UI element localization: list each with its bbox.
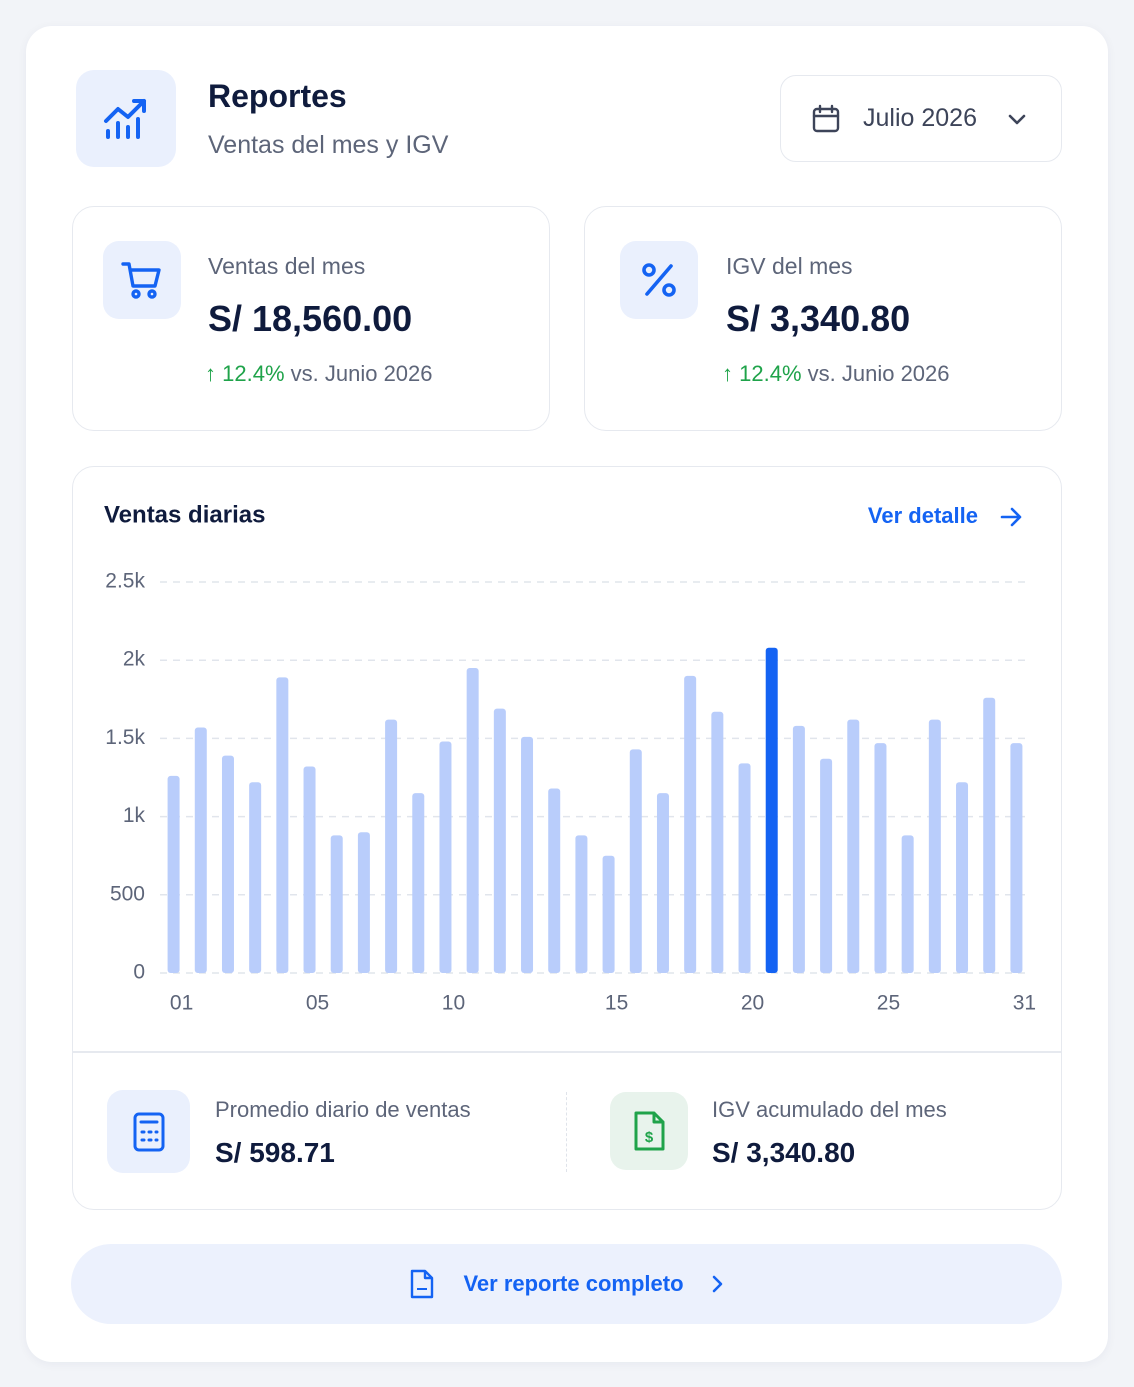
bar (956, 782, 969, 973)
report-icon (76, 70, 176, 167)
bar (711, 711, 724, 973)
button-label: Ver reporte completo (463, 1271, 684, 1296)
card-label: Ventas del mes (208, 253, 366, 279)
x-tick-label: 01 (170, 992, 193, 1015)
bar (548, 788, 561, 973)
period-select[interactable]: Julio 2026 (780, 75, 1062, 162)
card-change: ↑ 12.4% vs. Junio 2026 (205, 361, 433, 386)
bar (629, 749, 642, 973)
y-tick-label: 1.5k (105, 726, 145, 749)
card-label: IGV del mes (726, 253, 853, 279)
bar (493, 708, 506, 973)
bar (194, 727, 207, 973)
bar (575, 835, 588, 973)
bar (874, 743, 887, 973)
bar (167, 775, 180, 973)
bar (928, 719, 941, 973)
x-tick-label: 15 (605, 992, 628, 1015)
y-tick-label: 2k (123, 648, 146, 671)
x-tick-label: 05 (306, 992, 329, 1015)
y-tick-label: 500 (110, 882, 145, 905)
divider (72, 1051, 1062, 1053)
x-tick-label: 20 (741, 992, 764, 1015)
y-tick-label: 2.5k (105, 570, 145, 593)
chart-panel (72, 466, 1062, 1210)
bar (1010, 743, 1023, 973)
x-tick-label: 31 (1013, 992, 1036, 1015)
full-report-button[interactable]: Ver reporte completo (71, 1244, 1062, 1324)
bar (684, 675, 697, 973)
bar (983, 697, 996, 973)
chart: Ventas diarias Ver detalle 0 500 1k 1.5k 2k 2… (104, 501, 1036, 1015)
bar (656, 793, 669, 973)
summary-value: S/ 3,340.80 (712, 1137, 856, 1168)
bar (221, 755, 234, 973)
change-value: 12.4% (222, 361, 285, 386)
card-change: ↑ 12.4% vs. Junio 2026 (722, 361, 950, 386)
bar (602, 855, 615, 973)
percent-icon (620, 241, 698, 319)
bar (330, 835, 343, 973)
bar (385, 719, 398, 973)
y-tick-label: 0 (133, 961, 145, 984)
bar (521, 736, 534, 973)
chart-title: Ventas diarias (104, 501, 265, 528)
comparison: vs. Junio 2026 (807, 361, 950, 386)
summary-label: Promedio diario de ventas (215, 1097, 471, 1122)
bar (820, 758, 833, 973)
summary-value: S/ 598.71 (215, 1137, 335, 1168)
change-value: 12.4% (739, 361, 802, 386)
svg-text:$: $ (645, 1129, 654, 1146)
bar (792, 725, 805, 973)
bar (738, 763, 751, 973)
cart-icon (103, 241, 181, 319)
x-tick-label: 25 (877, 992, 900, 1015)
bar (901, 835, 914, 973)
summary-label: IGV acumulado del mes (712, 1097, 947, 1122)
bar (765, 647, 778, 973)
comparison: vs. Junio 2026 (290, 361, 433, 386)
bar (249, 782, 262, 973)
bar (847, 719, 860, 973)
calc-icon (107, 1090, 190, 1173)
y-tick-label: 1k (123, 804, 146, 827)
x-tick-label: 10 (442, 992, 465, 1015)
bar (412, 793, 425, 973)
bar (439, 741, 452, 973)
card-value: S/ 3,340.80 (726, 298, 911, 339)
page-title: Reportes (208, 78, 347, 114)
bar (357, 832, 370, 973)
bar (276, 677, 289, 973)
bar (303, 766, 316, 973)
detail-link[interactable]: Ver detalle (868, 503, 978, 528)
card-value: S/ 18,560.00 (208, 298, 413, 339)
page-subtitle: Ventas del mes y IGV (208, 131, 449, 159)
doc-icon: $ (610, 1092, 688, 1170)
separator (566, 1092, 567, 1172)
bar (466, 668, 479, 973)
period-label: Julio 2026 (863, 104, 977, 132)
link-arrow (1000, 507, 1022, 527)
